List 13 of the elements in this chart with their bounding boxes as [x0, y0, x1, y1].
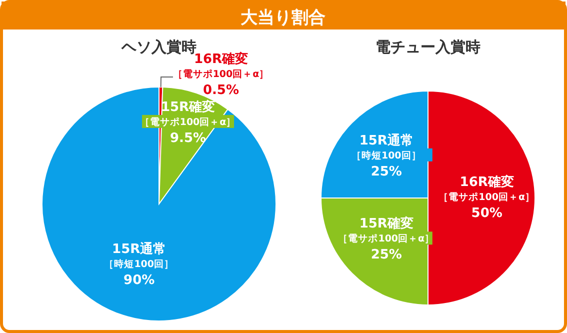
chart-title: 大当り割合 — [240, 8, 326, 28]
chart-subtitle: 電チュー入賞時 — [376, 38, 480, 56]
data-label: 0.5% — [202, 83, 240, 98]
slice-label: 15R通常［時短100回］ — [104, 241, 174, 270]
data-label: 90% — [124, 273, 155, 288]
data-label: 9.5% — [170, 130, 206, 146]
slice-label: 15R確変［電サポ100回＋α］ — [338, 216, 435, 245]
data-label: 25% — [370, 248, 402, 263]
data-label: 50% — [471, 206, 502, 221]
slice-label: 15R確変［電サポ100回＋α］ — [140, 98, 236, 128]
slice-label: 16R確変［電サポ100回＋α］ — [438, 174, 536, 203]
data-label: 25% — [370, 164, 402, 180]
slice-label: 15R通常［時短100回］ — [351, 132, 422, 162]
